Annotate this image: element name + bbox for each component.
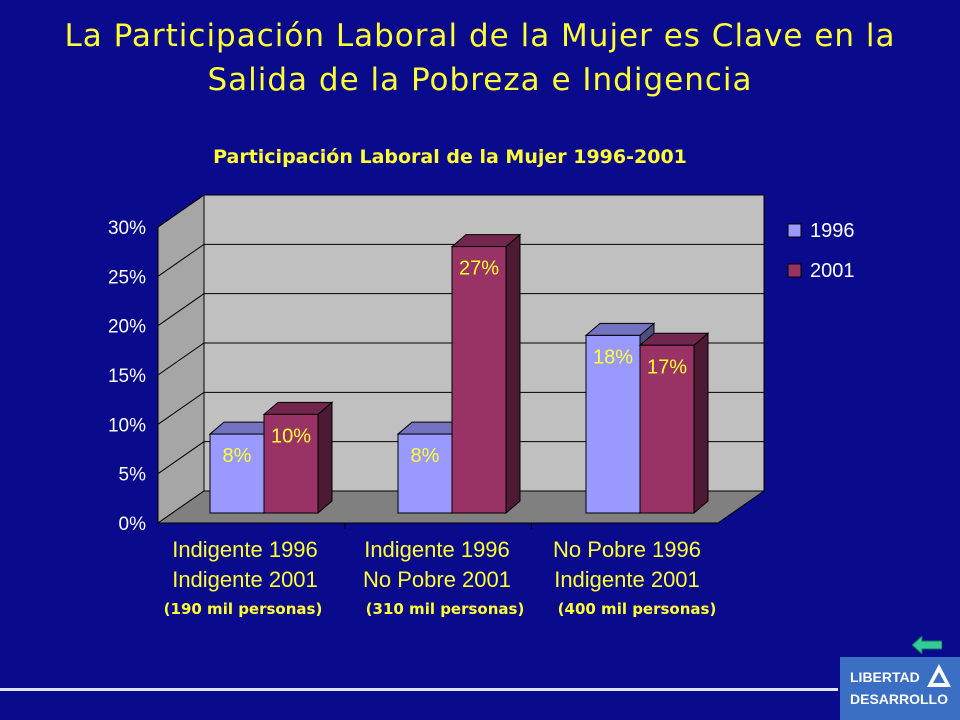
legend-swatch-1996	[787, 223, 802, 238]
bar-side-2001-3	[693, 332, 709, 515]
y-tick-label: 25%	[108, 267, 146, 288]
data-label-1996-2: 8%	[411, 445, 440, 467]
data-label-1996-3: 18%	[593, 346, 633, 368]
category-note-1: (190 mil personas)	[163, 600, 323, 618]
libertad-desarrollo-logo: LIBERTAD DESARROLLO	[840, 657, 960, 720]
bar-side-2001-1	[317, 401, 333, 515]
data-label-1996-1: 8%	[223, 445, 252, 467]
slide-title-line-1: La Participación Laboral de la Mujer es …	[64, 18, 896, 54]
category-label-3: No Pobre 1996 Indigente 2001	[532, 535, 722, 595]
logo-text-line-2: DESARROLLO	[850, 691, 948, 707]
category-label-3-line-1: No Pobre 1996	[553, 537, 701, 562]
legend	[768, 198, 898, 294]
bar-2001-3	[639, 344, 695, 514]
category-label-3-line-2: Indigente 2001	[554, 567, 700, 592]
slide-title: La Participación Laboral de la Mujer es …	[0, 14, 960, 102]
gridline	[157, 391, 764, 425]
category-note-3: (400 mil personas)	[557, 600, 717, 618]
legend-label-2001: 2001	[810, 260, 855, 282]
bar-2001-1	[263, 413, 319, 514]
y-tick-label: 30%	[108, 218, 146, 239]
category-label-1-line-2: Indigente 2001	[172, 567, 318, 592]
y-tick-label: 10%	[108, 415, 146, 436]
legend-swatch-2001	[787, 263, 802, 278]
category-label-2: Indigente 1996 No Pobre 2001	[342, 535, 532, 595]
data-label-2001-1: 10%	[271, 425, 311, 447]
gridline	[157, 342, 764, 376]
data-label-2001-3: 17%	[647, 356, 687, 378]
bar-2001-2	[451, 246, 507, 514]
gridline	[157, 243, 764, 277]
y-tick-label: 5%	[119, 465, 147, 486]
logo-text-line-1: LIBERTAD	[850, 669, 920, 685]
gridline	[157, 293, 764, 327]
bar-1996-3	[585, 334, 641, 514]
category-label-1: Indigente 1996 Indigente 2001	[150, 535, 340, 595]
y-tick-label: 20%	[108, 317, 146, 338]
legend-label-1996: 1996	[810, 220, 855, 242]
gridline	[157, 441, 764, 475]
y-tick-label: 0%	[119, 514, 147, 535]
bar-1996-2	[397, 433, 453, 514]
bar-1996-1	[209, 433, 265, 514]
category-note-2: (310 mil personas)	[365, 600, 525, 618]
slide-title-line-2: Salida de la Pobreza e Indigencia	[207, 62, 753, 98]
category-label-2-line-2: No Pobre 2001	[363, 567, 511, 592]
back-arrow-icon[interactable]	[912, 636, 942, 654]
chart-title: Participación Laboral de la Mujer 1996-2…	[213, 146, 687, 168]
gridline	[157, 194, 764, 228]
category-label-1-line-1: Indigente 1996	[172, 537, 318, 562]
y-tick-label: 15%	[108, 366, 146, 387]
data-label-2001-2: 27%	[459, 258, 499, 280]
logo-triangle-icon	[927, 664, 951, 687]
bar-side-2001-2	[505, 233, 521, 515]
footer-divider	[0, 688, 838, 691]
category-label-2-line-1: Indigente 1996	[364, 537, 510, 562]
